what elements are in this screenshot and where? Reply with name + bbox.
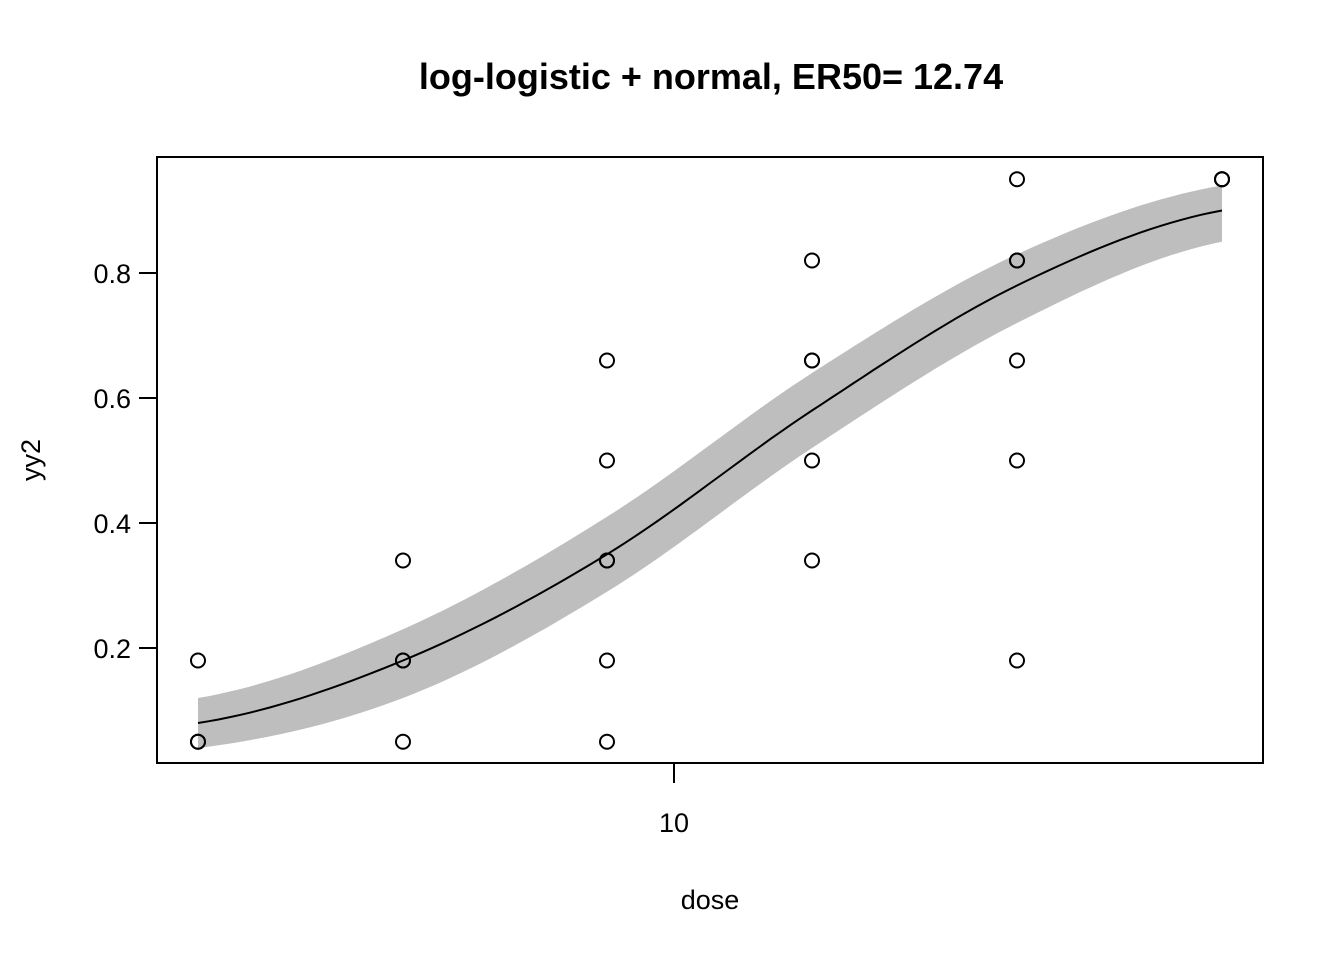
data-point xyxy=(1009,252,1025,269)
y-tick-label: 0.6 xyxy=(93,384,131,414)
data-point xyxy=(1214,171,1230,188)
data-point xyxy=(1009,652,1025,669)
data-point xyxy=(1009,352,1025,369)
y-tick-label: 0.4 xyxy=(93,509,131,539)
data-point xyxy=(395,733,411,750)
x-axis-label: dose xyxy=(681,885,740,915)
data-point xyxy=(599,552,615,569)
x-axis: 10 xyxy=(659,763,689,838)
data-point xyxy=(599,352,615,369)
plot-frame xyxy=(156,156,1264,764)
data-point xyxy=(804,352,820,369)
data-point xyxy=(599,733,615,750)
data-points xyxy=(190,171,1230,750)
data-point xyxy=(190,652,206,669)
data-point xyxy=(395,652,411,669)
data-point xyxy=(1009,452,1025,469)
y-axis-label: yy2 xyxy=(16,439,46,481)
x-tick-label: 10 xyxy=(659,808,689,838)
data-point xyxy=(599,652,615,669)
fit-curve xyxy=(197,209,1223,724)
data-point xyxy=(599,452,615,469)
data-point xyxy=(804,452,820,469)
y-axis: 0.2 0.4 0.6 0.8 xyxy=(93,259,157,664)
y-tick-label: 0.8 xyxy=(93,259,131,289)
data-point xyxy=(190,733,206,750)
data-point xyxy=(1009,171,1025,188)
confidence-band xyxy=(198,185,1222,748)
chart-title: log-logistic + normal, ER50= 12.74 xyxy=(418,56,1004,97)
data-point xyxy=(395,552,411,569)
data-point xyxy=(804,552,820,569)
y-tick-label: 0.2 xyxy=(93,634,131,664)
data-point xyxy=(804,252,820,269)
